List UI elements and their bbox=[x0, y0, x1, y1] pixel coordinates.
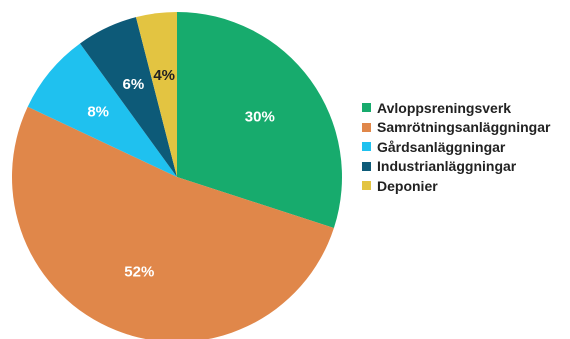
legend-label-industrianlaggningar: Industrianläggningar bbox=[377, 158, 517, 175]
legend-label-samrotningsanlaggningar: Samrötningsanläggningar bbox=[377, 119, 551, 136]
pie-label-deponier: 4% bbox=[153, 67, 175, 84]
pie-slice-gardsanlaggningar bbox=[27, 43, 178, 178]
legend-label-gardsanlaggningar: Gårdsanläggningar bbox=[377, 138, 506, 155]
pie-slice-samrotningsanlaggningar bbox=[11, 106, 334, 339]
pie-label-industrianlaggningar: 6% bbox=[123, 76, 145, 93]
legend-item-deponier: Deponier bbox=[362, 176, 550, 196]
legend: Avloppsreningsverk Samrötningsanläggning… bbox=[362, 98, 550, 196]
legend-item-avloppsreningsverk: Avloppsreningsverk bbox=[362, 98, 550, 118]
legend-item-samrotningsanlaggningar: Samrötningsanläggningar bbox=[362, 118, 550, 138]
legend-label-deponier: Deponier bbox=[377, 177, 438, 194]
pie-slice-avloppsreningsverk bbox=[177, 12, 342, 228]
pie-slice-industrianlaggningar bbox=[80, 17, 177, 178]
legend-item-gardsanlaggningar: Gårdsanläggningar bbox=[362, 137, 550, 157]
pie-label-gardsanlaggningar: 8% bbox=[87, 103, 109, 120]
pie-label-samrotningsanlaggningar: 52% bbox=[124, 264, 154, 281]
pie-slice-deponier bbox=[135, 11, 177, 177]
legend-label-avloppsreningsverk: Avloppsreningsverk bbox=[377, 99, 512, 116]
legend-swatch-gardsanlaggningar bbox=[362, 142, 371, 152]
legend-item-industrianlaggningar: Industrianläggningar bbox=[362, 157, 550, 177]
legend-swatch-samrotningsanlaggningar bbox=[362, 122, 371, 132]
pie-label-avloppsreningsverk: 30% bbox=[245, 108, 275, 125]
legend-swatch-deponier bbox=[362, 181, 371, 191]
legend-swatch-avloppsreningsverk bbox=[362, 103, 371, 113]
legend-swatch-industrianlaggningar bbox=[362, 161, 371, 171]
